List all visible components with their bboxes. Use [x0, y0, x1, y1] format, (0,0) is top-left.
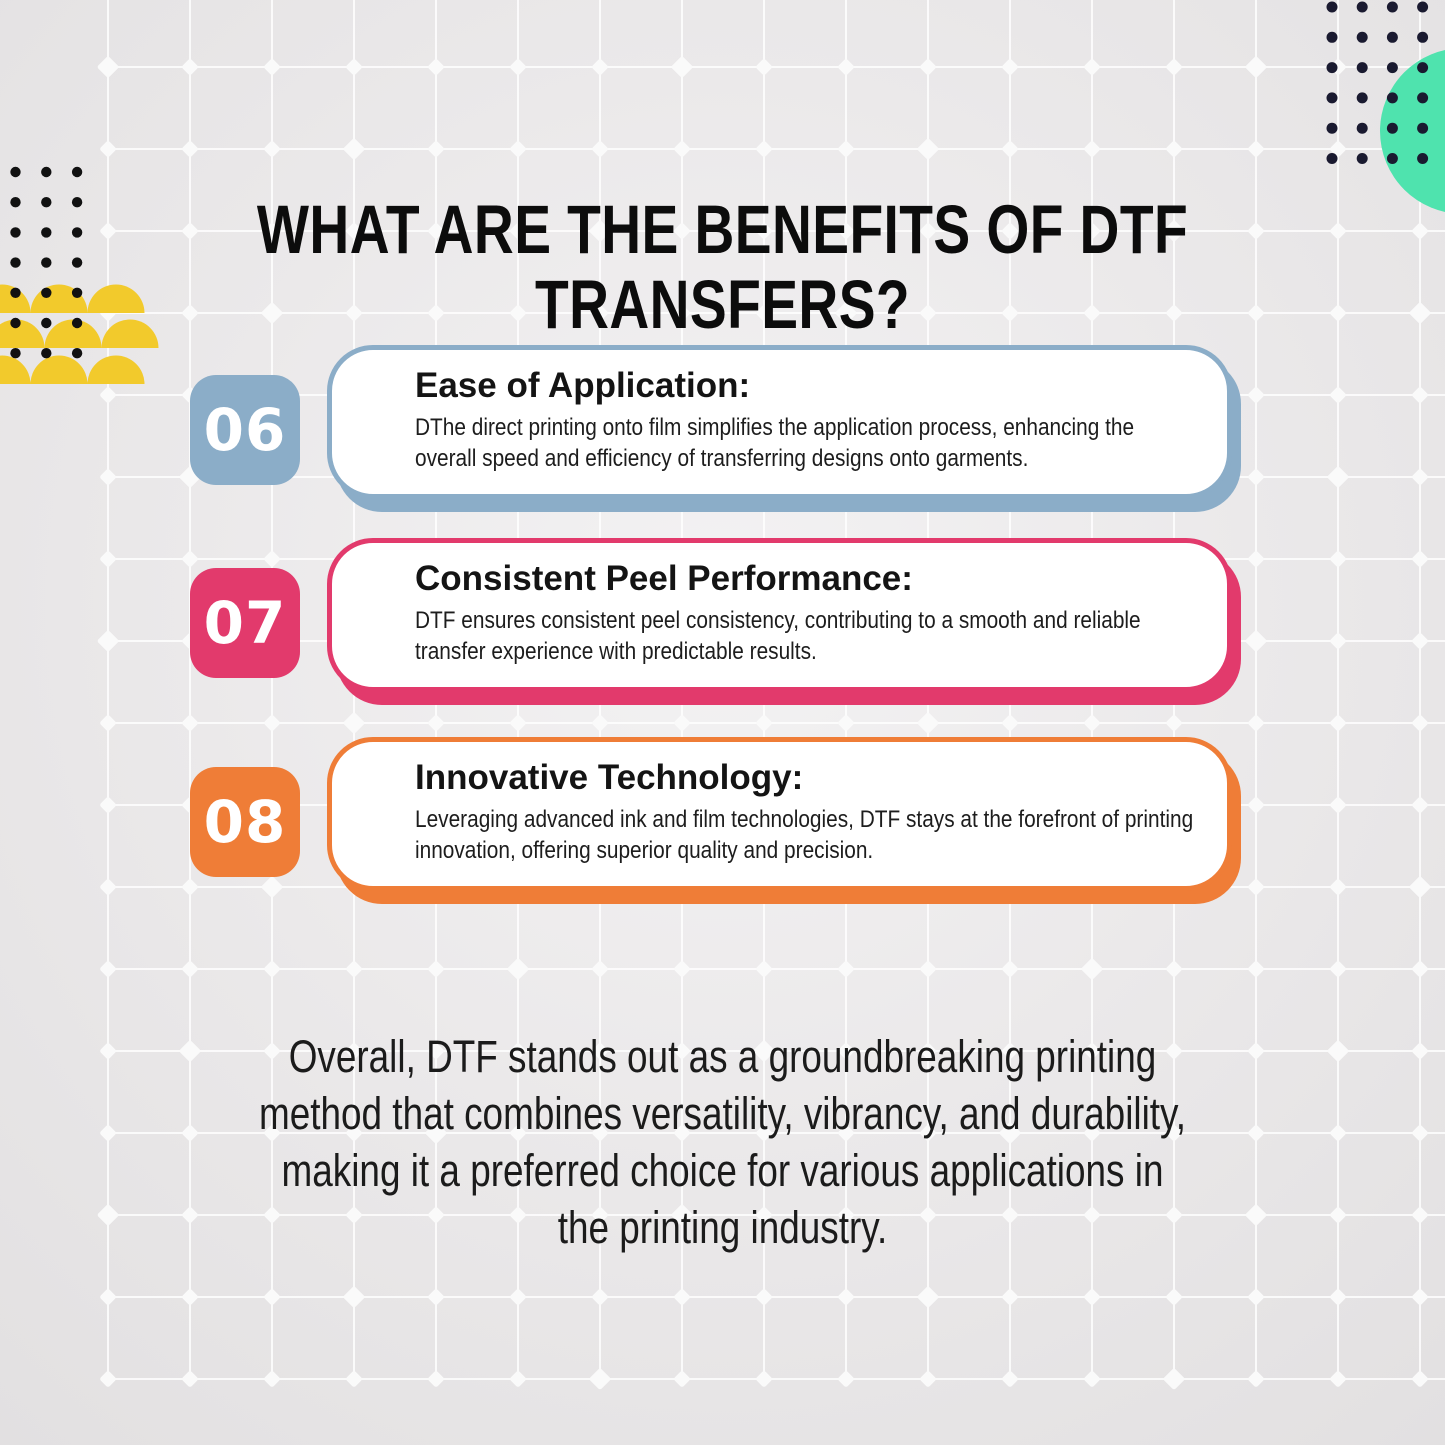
benefit-title: Innovative Technology:	[415, 758, 804, 797]
page-title: WHAT ARE THE BENEFITS OF DTF TRANSFERS?	[145, 191, 1301, 344]
benefit-row: 07 Consistent Peel Performance: DTF ensu…	[190, 538, 1232, 692]
conclusion-line: making it a preferred choice for various…	[281, 1145, 1164, 1197]
benefit-description: DTF ensures consistent peel consistency,…	[415, 607, 1141, 665]
teal-circle-icon	[1380, 49, 1445, 213]
benefit-number-badge: 07	[190, 568, 300, 678]
benefit-title: Consistent Peel Performance:	[415, 559, 913, 598]
benefit-title: Ease of Application:	[415, 366, 751, 405]
conclusion-line: method that combines versatility, vibran…	[258, 1088, 1187, 1140]
benefit-number-badge: 08	[190, 767, 300, 877]
benefit-row: 08 Innovative Technology: Leveraging adv…	[190, 737, 1232, 891]
benefit-number-badge: 06	[190, 375, 300, 485]
benefit-description: DThe direct printing onto film simplifie…	[415, 414, 1135, 472]
benefit-card: Consistent Peel Performance: DTF ensures…	[327, 538, 1232, 692]
conclusion-line: Overall, DTF stands out as a groundbreak…	[288, 1031, 1157, 1082]
benefit-card: Innovative Technology: Leveraging advanc…	[327, 737, 1232, 891]
conclusion-line: the printing industry.	[557, 1202, 888, 1254]
conclusion-paragraph: Overall, DTF stands out as a groundbreak…	[130, 1028, 1315, 1257]
yellow-semicircles-icon	[0, 284, 159, 384]
benefit-description: Leveraging advanced ink and film technol…	[415, 806, 1194, 864]
benefit-card: Ease of Application: DThe direct printin…	[327, 345, 1232, 499]
benefit-row: 06 Ease of Application: DThe direct prin…	[190, 345, 1232, 499]
page-title-line1: WHAT ARE THE BENEFITS OF DTF	[256, 191, 1189, 269]
page-title-line2: TRANSFERS?	[534, 266, 911, 344]
dot-grid-right-icon	[1326, 1, 1429, 164]
dot-grid-left-icon	[10, 166, 83, 359]
